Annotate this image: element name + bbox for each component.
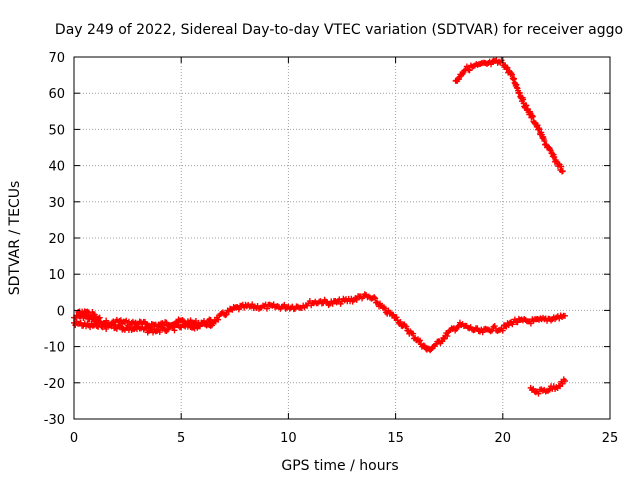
- x-tick-label: 25: [602, 431, 619, 446]
- x-tick-label: 0: [70, 431, 78, 446]
- data-point: [529, 112, 536, 119]
- data-point: [535, 390, 542, 397]
- data-point: [416, 337, 423, 344]
- y-tick-label: -10: [44, 341, 65, 356]
- data-point: [466, 67, 473, 74]
- data-point: [160, 324, 167, 331]
- data-point: [210, 320, 217, 327]
- data-point: [454, 324, 461, 331]
- y-tick-label: -20: [44, 377, 65, 392]
- data-point: [381, 305, 388, 312]
- data-point: [109, 320, 116, 327]
- data-point: [403, 323, 410, 330]
- y-tick-label: 50: [48, 123, 65, 138]
- data-point: [196, 323, 203, 330]
- data-point: [523, 102, 530, 109]
- data-point: [463, 63, 470, 70]
- chart-title: Day 249 of 2022, Sidereal Day-to-day VTE…: [55, 22, 623, 38]
- data-point: [156, 329, 163, 336]
- data-point: [529, 113, 536, 120]
- x-tick-label: 10: [280, 431, 297, 446]
- data-point: [143, 324, 150, 331]
- data-point: [444, 333, 451, 340]
- y-tick-label: 20: [48, 232, 65, 247]
- data-point: [393, 314, 400, 321]
- data-point: [235, 306, 242, 313]
- data-point: [558, 163, 565, 170]
- data-point: [551, 153, 558, 160]
- y-tick-label: 70: [48, 51, 65, 66]
- x-axis-label: GPS time / hours: [281, 458, 398, 474]
- data-point: [499, 327, 506, 334]
- data-point: [479, 329, 486, 336]
- y-tick-label: 10: [48, 268, 65, 283]
- grid-lines: [74, 57, 610, 419]
- data-point: [508, 71, 515, 78]
- x-tick-label: 15: [387, 431, 404, 446]
- data-point: [410, 330, 417, 337]
- data-point: [372, 295, 379, 302]
- y-tick-label: 60: [48, 87, 65, 102]
- data-point: [171, 327, 178, 334]
- data-point: [96, 314, 103, 321]
- data-point: [420, 342, 427, 349]
- data-point: [427, 347, 434, 354]
- y-tick-label: 0: [57, 304, 65, 319]
- data-point: [215, 316, 222, 323]
- data-point: [559, 168, 566, 175]
- data-point: [441, 335, 448, 342]
- tick-marks: [73, 56, 611, 420]
- y-tick-label: 40: [48, 160, 65, 175]
- data-point: [491, 323, 498, 330]
- x-tick-label: 5: [177, 431, 185, 446]
- x-tick-label: 20: [495, 431, 512, 446]
- y-tick-label: -30: [44, 413, 65, 428]
- data-point: [164, 326, 171, 333]
- y-axis-label: SDTVAR / TECUs: [7, 181, 23, 296]
- data-points: [71, 57, 568, 397]
- data-point: [371, 294, 378, 301]
- data-point: [397, 318, 404, 325]
- data-point: [263, 305, 270, 312]
- data-point: [561, 312, 568, 319]
- data-point: [353, 296, 360, 303]
- data-point: [504, 64, 511, 71]
- y-tick-label: 30: [48, 196, 65, 211]
- data-point: [91, 311, 98, 318]
- data-point: [561, 377, 568, 384]
- data-point: [95, 315, 102, 322]
- data-point: [103, 325, 110, 332]
